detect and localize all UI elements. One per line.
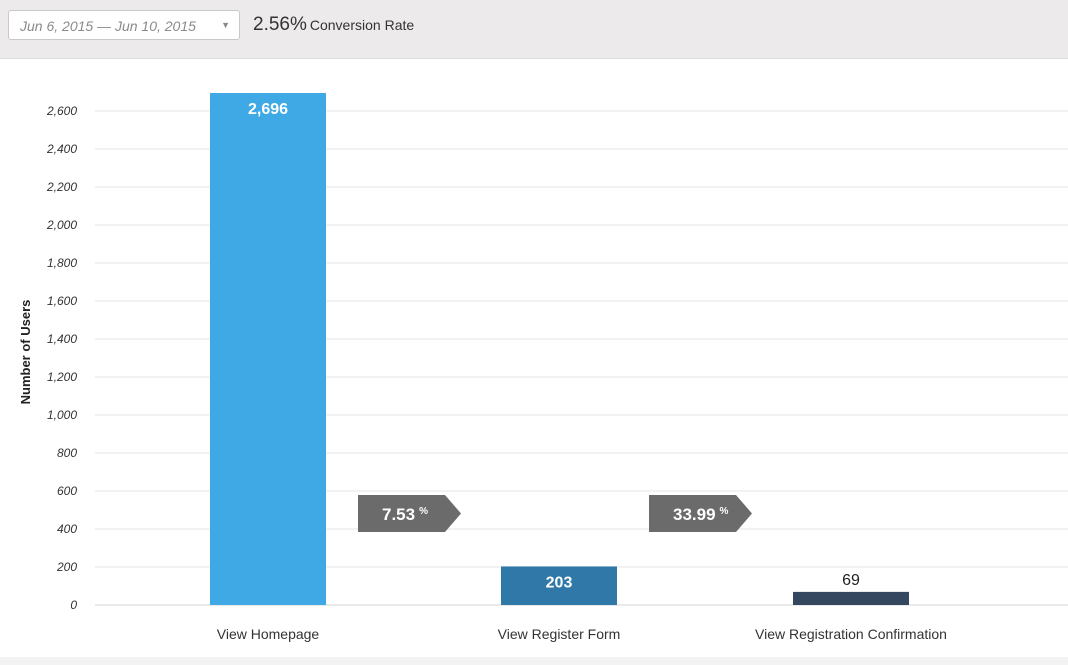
- y-tick-label: 2,000: [46, 218, 77, 232]
- y-tick-label: 400: [57, 522, 77, 536]
- bottom-strip: [0, 657, 1068, 665]
- step-conversion-unit: %: [419, 506, 428, 517]
- y-tick-label: 2,400: [46, 142, 77, 156]
- y-axis-label: Number of Users: [18, 300, 33, 405]
- step-conversion-arrow: [358, 495, 461, 532]
- y-tick-label: 1,400: [47, 332, 77, 346]
- x-category-label: View Homepage: [217, 626, 320, 642]
- step-conversion-value: 7.53: [382, 505, 415, 524]
- bar-value-label: 69: [842, 572, 860, 589]
- y-tick-label: 1,600: [47, 294, 77, 308]
- bar-value-label: 2,696: [248, 101, 288, 118]
- y-tick-label: 1,000: [47, 408, 77, 422]
- y-tick-label: 2,200: [46, 180, 77, 194]
- x-category-label: View Registration Confirmation: [755, 626, 947, 642]
- bar: [501, 566, 617, 605]
- y-tick-label: 1,800: [47, 256, 77, 270]
- toolbar: Jun 6, 2015 — Jun 10, 2015 ▼ 2.56% Conver…: [0, 0, 1068, 59]
- step-conversion-arrow: [649, 495, 752, 532]
- x-category-label: View Register Form: [498, 626, 621, 642]
- bar-value-label: 203: [546, 574, 573, 591]
- funnel-bar-chart: 0 200 400 600 800 1,000 1,200 1,400 1,600 1,800 2,…: [18, 93, 1068, 642]
- y-tick-label: 0: [70, 598, 77, 612]
- chevron-down-icon: ▼: [221, 20, 230, 30]
- step-conversion-value: 33.99: [673, 505, 716, 524]
- conversion-rate: 2.56% Conversion Rate: [253, 14, 414, 36]
- conversion-rate-label: Conversion Rate: [309, 17, 415, 33]
- y-tick-label: 600: [57, 484, 77, 498]
- y-tick-label: 200: [56, 560, 77, 574]
- y-tick-label: 800: [57, 446, 77, 460]
- step-conversion-unit: %: [720, 506, 729, 517]
- y-tick-label: 2,600: [46, 104, 77, 118]
- bar: [793, 591, 909, 605]
- conversion-rate-value: 2.56%: [253, 14, 307, 35]
- bar: [210, 93, 326, 605]
- y-tick-label: 1,200: [47, 370, 77, 384]
- date-range-text: Jun 6, 2015 — Jun 10, 2015: [20, 18, 196, 34]
- date-range-picker[interactable]: Jun 6, 2015 — Jun 10, 2015 ▼: [8, 10, 240, 40]
